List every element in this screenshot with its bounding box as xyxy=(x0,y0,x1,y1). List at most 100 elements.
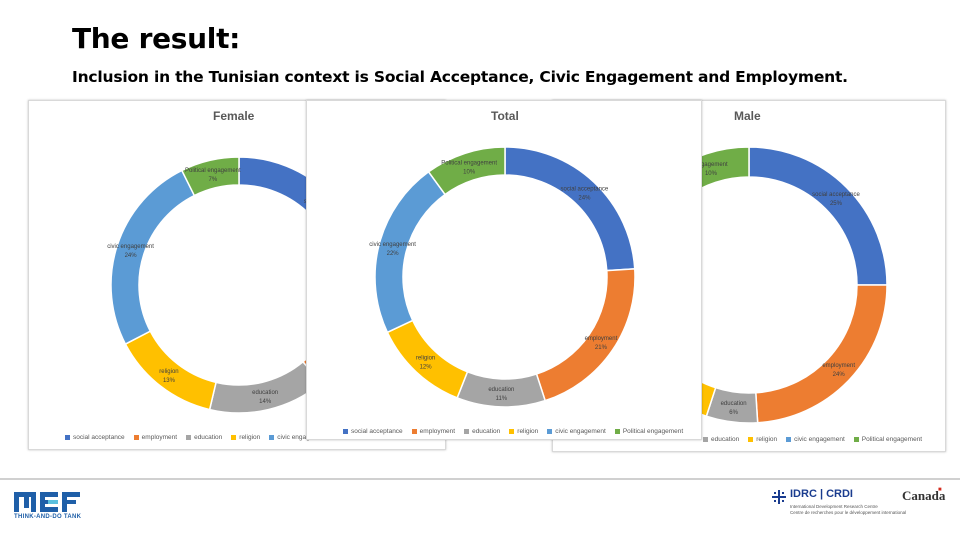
legend-swatch xyxy=(464,429,470,434)
mef-tagline: THINK-AND-DO TANK xyxy=(14,514,82,520)
legend-swatch xyxy=(786,437,792,442)
legend-item: religion xyxy=(231,434,260,441)
legend-label: social acceptance xyxy=(351,428,403,435)
legend-swatch xyxy=(703,437,708,442)
legend-item: civic engagement xyxy=(547,428,606,435)
legend-swatch xyxy=(614,429,620,434)
legend-swatch xyxy=(748,437,754,442)
donut-slice-political-engagement xyxy=(180,156,240,197)
chart-title-total: Total xyxy=(491,109,519,123)
legend-label: civic engagement xyxy=(555,428,606,435)
legend-label: Political engagement xyxy=(622,428,684,435)
donut-slice-civic-engagement xyxy=(374,170,447,334)
data-label-value: 7% xyxy=(209,177,218,183)
data-label-value: 10% xyxy=(705,171,718,177)
data-label-value: 24% xyxy=(833,372,846,378)
legend-item: Political engagement xyxy=(853,436,923,443)
legend-swatch xyxy=(269,435,275,440)
slide-subtitle: Inclusion in the Tunisian context is Soc… xyxy=(72,68,848,86)
legend-swatch xyxy=(133,435,139,440)
legend-item: civic engagement xyxy=(786,436,845,443)
legend-male: education religion civic engagement Politic… xyxy=(703,436,922,443)
legend-item: social acceptance xyxy=(343,428,403,435)
data-label-value: 24% xyxy=(578,195,591,201)
legend-swatch xyxy=(509,429,515,434)
data-label-name: education xyxy=(488,387,514,393)
data-label-name: religion xyxy=(159,369,178,375)
data-label-name: social acceptance xyxy=(812,192,860,198)
legend-item: employment xyxy=(411,428,456,435)
legend-female: social acceptance employment education reli… xyxy=(65,434,310,441)
legend-label: Political engagement xyxy=(861,436,923,443)
data-label-name: education xyxy=(252,390,278,396)
legend-item: Political engagement xyxy=(614,428,684,435)
legend-label: civic engagement xyxy=(794,436,845,443)
legend-item: social acceptance xyxy=(65,434,125,441)
legend-label: employment xyxy=(419,428,456,435)
legend-item: religion xyxy=(509,428,538,435)
data-label-value: 25% xyxy=(830,201,843,207)
donut-slice-education xyxy=(208,360,322,414)
legend-label: religion xyxy=(239,434,261,441)
donut-slice-civic-engagement xyxy=(110,169,196,346)
legend-label: education xyxy=(472,428,501,435)
idrc-text: IDRC | CRDI xyxy=(790,488,853,500)
chart-title-male: Male xyxy=(734,109,761,123)
legend-label: social acceptance xyxy=(73,434,125,441)
donut-slice-social-acceptance xyxy=(748,146,888,286)
legend-swatch xyxy=(343,429,348,434)
legend-label: employment xyxy=(141,434,178,441)
canada-wordmark: Canada xyxy=(902,488,946,503)
legend-swatch xyxy=(853,437,859,442)
idrc-fullname: International Development Research Centr… xyxy=(790,504,906,516)
data-label-name: education xyxy=(721,401,747,407)
data-label-name: Political engagement xyxy=(441,161,497,167)
legend-swatch xyxy=(231,435,237,440)
data-label-value: 12% xyxy=(420,365,433,371)
chart-panel-total: Total social acceptance 24% employment 21% e… xyxy=(306,100,702,440)
data-label-value: 10% xyxy=(463,170,476,176)
donut-slice-social-acceptance xyxy=(504,146,636,272)
data-label-value: 6% xyxy=(729,410,738,416)
legend-total: social acceptance employment education reli… xyxy=(343,428,683,435)
legend-swatch xyxy=(411,429,417,434)
legend-item: education xyxy=(703,436,739,443)
legend-label: religion xyxy=(517,428,539,435)
idrc-fullname-fr: Centre de recherches pour le développeme… xyxy=(790,510,907,515)
data-label-value: 21% xyxy=(595,345,608,351)
legend-item: education xyxy=(186,434,222,441)
data-label-name: employment xyxy=(822,363,855,369)
donut-slice-employment xyxy=(754,284,888,424)
data-label-name: social acceptance xyxy=(561,186,609,192)
chart-title-female: Female xyxy=(213,109,255,123)
legend-label: education xyxy=(711,436,740,443)
data-label-value: 14% xyxy=(259,399,272,405)
data-label-name: engagement xyxy=(694,162,728,168)
legend-label: education xyxy=(194,434,223,441)
legend-swatch xyxy=(65,435,70,440)
data-label-value: 13% xyxy=(163,378,176,384)
slide-title: The result: xyxy=(72,22,241,55)
data-label-value: 22% xyxy=(387,251,400,257)
canada-flag-icon: ■ xyxy=(938,487,942,493)
donut-slice-employment xyxy=(535,268,636,402)
data-label-name: civic engagement xyxy=(369,242,416,248)
legend-label: religion xyxy=(756,436,778,443)
data-label-name: civic engagement xyxy=(107,244,154,250)
legend-swatch xyxy=(547,429,553,434)
legend-label: civic engag xyxy=(277,434,310,441)
legend-item: religion xyxy=(748,436,777,443)
legend-item: education xyxy=(464,428,500,435)
data-label-name: employment xyxy=(585,336,618,342)
mef-logo xyxy=(14,492,80,512)
data-label-name: Political engagement xyxy=(185,168,241,174)
data-label-value: 24% xyxy=(125,253,138,259)
legend-swatch xyxy=(186,435,192,440)
idrc-fullname-en: International Development Research Centr… xyxy=(790,504,878,509)
donut-chart-total: social acceptance 24% employment 21% educati… xyxy=(369,146,636,408)
idrc-emblem-icon xyxy=(772,490,786,504)
data-label-name: religion xyxy=(416,356,435,362)
legend-item: civic engag xyxy=(269,434,310,441)
donut-slice-political-engagement xyxy=(427,146,506,196)
legend-item: employment xyxy=(133,434,178,441)
